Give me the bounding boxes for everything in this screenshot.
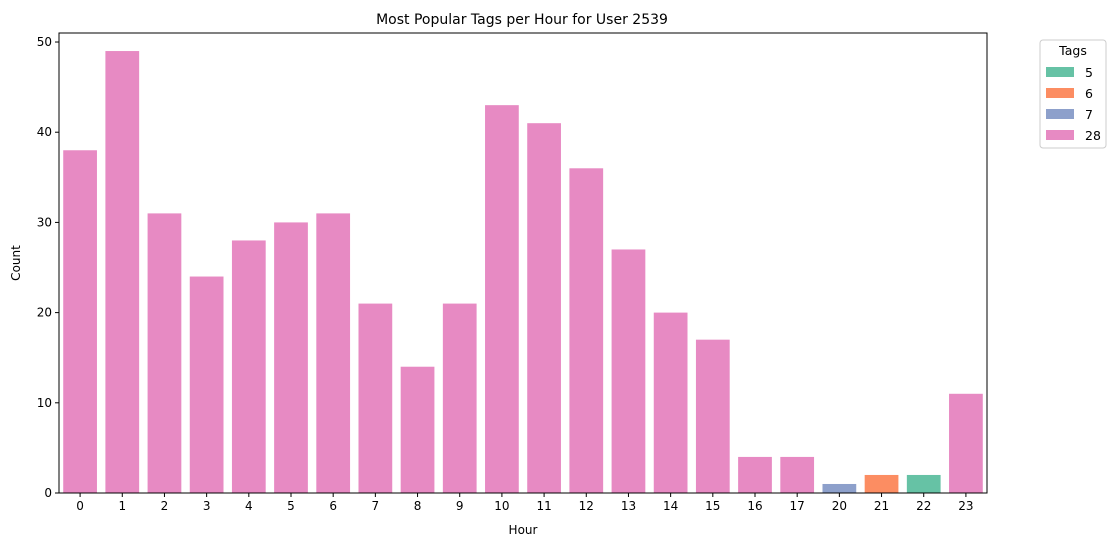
y-tick-label: 0: [44, 486, 52, 500]
x-tick-label: 16: [747, 499, 762, 513]
y-axis-ticks: 0 10 20 30 40 50: [37, 35, 59, 500]
x-tick-label: 23: [958, 499, 973, 513]
bar-hour-3: [189, 276, 224, 493]
x-tick-label: 9: [456, 499, 464, 513]
x-tick-label: 7: [372, 499, 380, 513]
x-tick-label: 11: [536, 499, 551, 513]
y-axis-label: Count: [9, 245, 23, 281]
x-axis-label: Hour: [509, 523, 538, 537]
x-tick-label: 2: [161, 499, 169, 513]
bar-hour-16: [738, 456, 772, 493]
y-tick-label: 30: [37, 215, 52, 229]
bar-hour-7: [358, 303, 393, 493]
legend-label-7: 7: [1085, 107, 1093, 122]
x-tick-label: 17: [790, 499, 805, 513]
bar-hour-22: [906, 474, 941, 493]
y-tick-label: 50: [37, 35, 52, 49]
x-tick-label: 21: [874, 499, 889, 513]
legend: Tags 5 6 7 28: [1039, 39, 1107, 149]
bar-hour-13: [611, 249, 646, 493]
x-tick-label: 1: [118, 499, 126, 513]
bar-hour-10: [485, 105, 519, 493]
bar-hour-4: [231, 240, 266, 493]
bar-hour-20: [822, 483, 857, 493]
legend-swatch-5: [1046, 67, 1074, 77]
y-tick-label: 10: [37, 396, 52, 410]
y-tick-label: 40: [37, 125, 52, 139]
x-tick-label: 3: [203, 499, 211, 513]
bar-hour-9: [442, 303, 477, 493]
bar-hour-2: [147, 213, 182, 493]
bar-hour-1: [105, 51, 140, 493]
x-tick-label: 14: [663, 499, 678, 513]
x-tick-label: 4: [245, 499, 253, 513]
legend-entries: 5 6 7 28: [1046, 65, 1101, 143]
legend-label-5: 5: [1085, 65, 1093, 80]
bars: [63, 51, 983, 494]
x-axis-ticks: 0 1 2 3 4 5 6 7 8 9 10 11 12 13 14 15 16 17 20 21 22 23: [76, 493, 974, 513]
legend-title: Tags: [1058, 43, 1087, 58]
bar-hour-15: [695, 339, 730, 493]
x-tick-label: 0: [76, 499, 84, 513]
bar-hour-17: [780, 456, 815, 493]
x-tick-label: 5: [287, 499, 295, 513]
legend-label-28: 28: [1085, 128, 1101, 143]
x-tick-label: 6: [329, 499, 337, 513]
y-tick-label: 20: [37, 306, 52, 320]
x-tick-label: 22: [916, 499, 931, 513]
legend-swatch-7: [1046, 109, 1074, 119]
legend-swatch-28: [1046, 130, 1074, 140]
bar-hour-6: [316, 213, 351, 493]
bar-hour-21: [864, 474, 899, 493]
x-tick-label: 15: [705, 499, 720, 513]
plot-frame: [58, 32, 988, 494]
legend-label-6: 6: [1085, 86, 1093, 101]
chart-title: Most Popular Tags per Hour for User 2539: [376, 12, 668, 28]
x-tick-label: 20: [832, 499, 847, 513]
x-tick-label: 8: [414, 499, 422, 513]
bar-hour-0: [63, 150, 97, 494]
legend-swatch-6: [1046, 88, 1074, 98]
bar-hour-5: [274, 222, 308, 494]
bar-hour-11: [527, 123, 561, 493]
x-tick-label: 10: [494, 499, 509, 513]
x-tick-label: 13: [621, 499, 636, 513]
x-tick-label: 12: [579, 499, 594, 513]
bar-hour-23: [949, 393, 983, 493]
bar-hour-12: [569, 168, 604, 493]
bar-hour-14: [653, 312, 688, 493]
bar-hour-8: [400, 366, 435, 493]
